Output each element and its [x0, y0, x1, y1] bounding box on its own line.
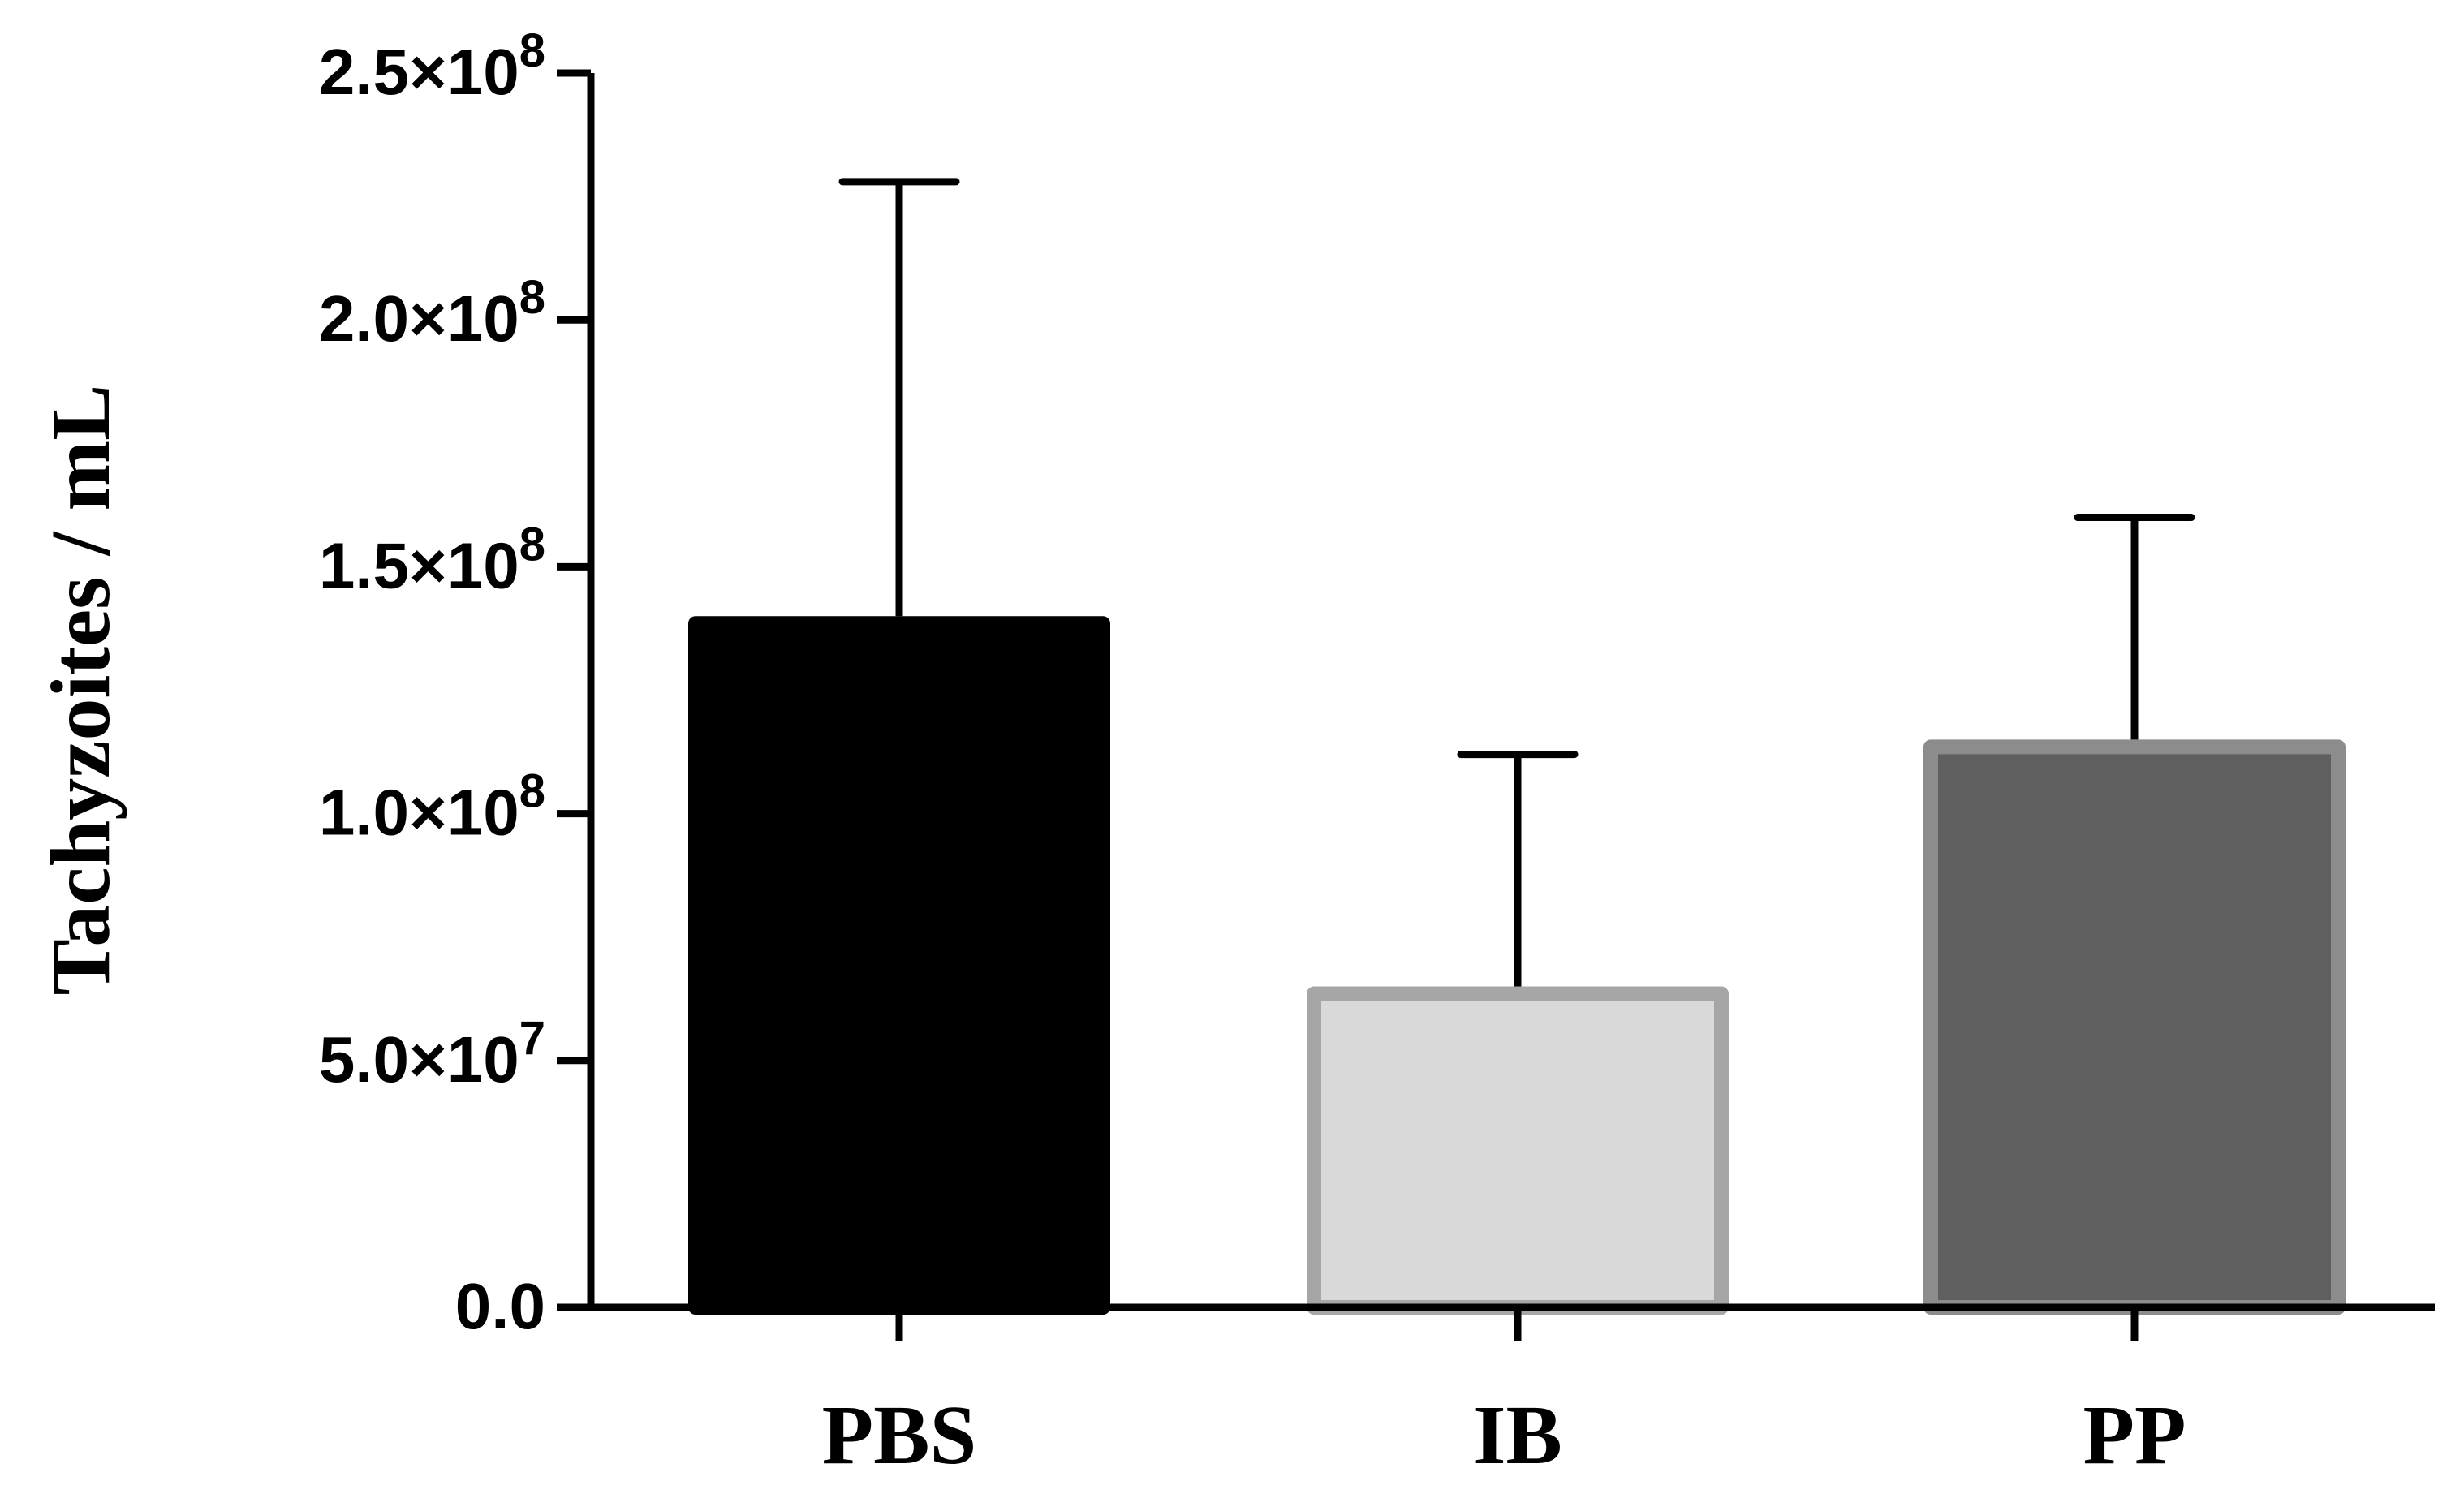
y-tick-label: 0.0	[455, 1270, 545, 1342]
x-tick-label-pbs: PBS	[822, 1389, 977, 1482]
y-tick-label: 1.0×108	[319, 765, 545, 849]
axes-layer	[557, 69, 2435, 1341]
y-axis-title: Tachyzoites / mL	[34, 384, 127, 995]
x-tick-label-pp: PP	[2083, 1389, 2186, 1482]
bar-pbs	[688, 616, 1110, 1315]
y-tick-label: 1.5×108	[319, 518, 545, 601]
labels-layer: 0.0 5.0×107 1.0×108 1.5×108 2.0×108 2.5×108 PB…	[319, 24, 2186, 1482]
bar-pp	[1923, 739, 2346, 1315]
y-tick-label: 5.0×107	[319, 1012, 545, 1096]
y-tick-label: 2.0×108	[319, 271, 545, 355]
y-tick-label: 2.5×108	[319, 24, 545, 108]
error-bars-layer	[838, 178, 2195, 987]
bars-layer	[688, 616, 2346, 1315]
bar-ib	[1307, 986, 1729, 1315]
x-tick-label-ib: IB	[1473, 1389, 1562, 1482]
